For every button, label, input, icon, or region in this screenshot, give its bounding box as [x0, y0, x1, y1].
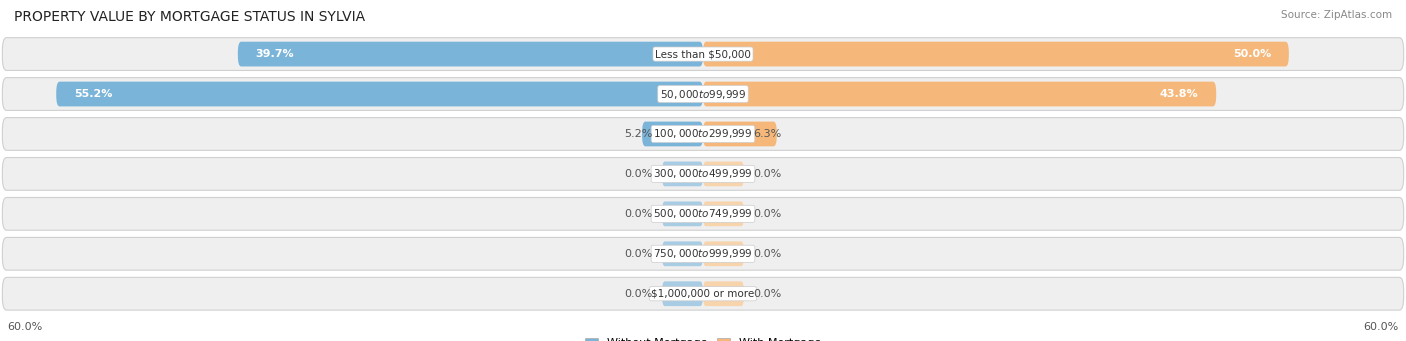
- Text: $50,000 to $99,999: $50,000 to $99,999: [659, 88, 747, 101]
- FancyBboxPatch shape: [703, 42, 1289, 66]
- Text: $300,000 to $499,999: $300,000 to $499,999: [654, 167, 752, 180]
- FancyBboxPatch shape: [703, 122, 778, 146]
- FancyBboxPatch shape: [56, 81, 703, 106]
- FancyBboxPatch shape: [3, 277, 1403, 310]
- FancyBboxPatch shape: [703, 81, 1216, 106]
- Text: $1,000,000 or more: $1,000,000 or more: [651, 289, 755, 299]
- Text: 0.0%: 0.0%: [754, 249, 782, 259]
- Text: Less than $50,000: Less than $50,000: [655, 49, 751, 59]
- Text: 39.7%: 39.7%: [256, 49, 294, 59]
- FancyBboxPatch shape: [3, 38, 1403, 71]
- Text: 60.0%: 60.0%: [1364, 322, 1399, 332]
- FancyBboxPatch shape: [703, 162, 744, 186]
- Text: 0.0%: 0.0%: [624, 169, 652, 179]
- Text: 0.0%: 0.0%: [754, 289, 782, 299]
- FancyBboxPatch shape: [3, 158, 1403, 190]
- FancyBboxPatch shape: [3, 197, 1403, 230]
- Text: 6.3%: 6.3%: [754, 129, 782, 139]
- FancyBboxPatch shape: [3, 118, 1403, 150]
- Text: PROPERTY VALUE BY MORTGAGE STATUS IN SYLVIA: PROPERTY VALUE BY MORTGAGE STATUS IN SYL…: [14, 10, 366, 24]
- Text: 43.8%: 43.8%: [1160, 89, 1198, 99]
- Legend: Without Mortgage, With Mortgage: Without Mortgage, With Mortgage: [581, 333, 825, 341]
- Text: $750,000 to $999,999: $750,000 to $999,999: [654, 247, 752, 260]
- FancyBboxPatch shape: [662, 162, 703, 186]
- Text: $500,000 to $749,999: $500,000 to $749,999: [654, 207, 752, 220]
- FancyBboxPatch shape: [238, 42, 703, 66]
- Text: 5.2%: 5.2%: [624, 129, 652, 139]
- FancyBboxPatch shape: [703, 202, 744, 226]
- FancyBboxPatch shape: [3, 78, 1403, 110]
- Text: 0.0%: 0.0%: [624, 289, 652, 299]
- Text: 50.0%: 50.0%: [1233, 49, 1271, 59]
- Text: $100,000 to $299,999: $100,000 to $299,999: [654, 128, 752, 140]
- FancyBboxPatch shape: [662, 202, 703, 226]
- Text: 55.2%: 55.2%: [73, 89, 112, 99]
- Text: 0.0%: 0.0%: [624, 249, 652, 259]
- Text: Source: ZipAtlas.com: Source: ZipAtlas.com: [1281, 10, 1392, 20]
- Text: 0.0%: 0.0%: [624, 209, 652, 219]
- FancyBboxPatch shape: [643, 122, 703, 146]
- FancyBboxPatch shape: [703, 241, 744, 266]
- FancyBboxPatch shape: [703, 281, 744, 306]
- Text: 60.0%: 60.0%: [7, 322, 42, 332]
- FancyBboxPatch shape: [662, 241, 703, 266]
- Text: 0.0%: 0.0%: [754, 169, 782, 179]
- FancyBboxPatch shape: [662, 281, 703, 306]
- Text: 0.0%: 0.0%: [754, 209, 782, 219]
- FancyBboxPatch shape: [3, 237, 1403, 270]
